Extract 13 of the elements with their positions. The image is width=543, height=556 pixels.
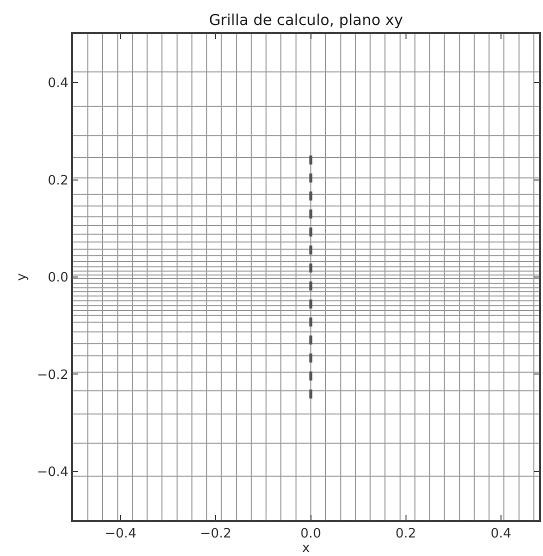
y-tick-label: −0.2 [36, 368, 68, 383]
y-tick-label: 0.2 [48, 173, 68, 188]
x-tick-label: −0.4 [104, 526, 136, 542]
y-tick-label: 0.0 [48, 270, 68, 286]
x-tick-label: −0.2 [200, 526, 232, 542]
y-tick-label: 0.4 [48, 76, 68, 92]
chart-title: Grilla de calculo, plano xy [208, 10, 404, 29]
x-tick-label: 0.4 [490, 526, 512, 542]
x-tick-label: 0.0 [300, 526, 322, 542]
y-tick-label: −0.4 [36, 464, 68, 480]
x-axis-title: x [302, 541, 310, 556]
x-tick-label: 0.2 [396, 526, 416, 542]
y-axis-title: y [14, 272, 30, 281]
